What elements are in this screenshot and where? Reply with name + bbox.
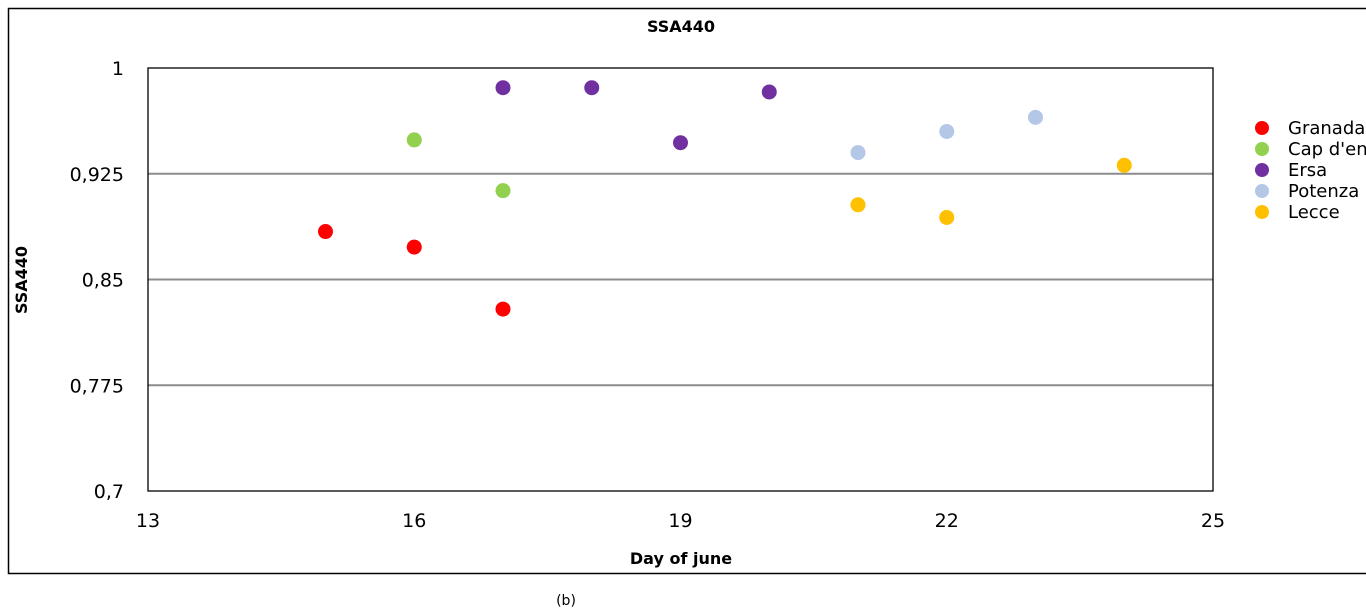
plot-area bbox=[147, 67, 1214, 492]
chart-border bbox=[7, 7, 1366, 575]
y-tick-label: 0,925 bbox=[70, 164, 124, 186]
legend-marker bbox=[1255, 142, 1269, 156]
y-tick-label: 0,775 bbox=[70, 375, 124, 397]
data-point bbox=[1116, 157, 1132, 173]
figure-caption: (b) bbox=[556, 593, 576, 609]
x-tick-label: 22 bbox=[935, 510, 959, 532]
x-tick-label: 13 bbox=[136, 510, 160, 532]
data-point bbox=[495, 301, 511, 317]
data-point bbox=[584, 80, 600, 96]
legend-label: Lecce bbox=[1288, 202, 1340, 223]
data-point bbox=[495, 183, 511, 199]
chart-title: SSA440 bbox=[647, 17, 715, 36]
x-tick-label: 19 bbox=[668, 510, 692, 532]
legend-label: Ersa bbox=[1288, 160, 1327, 181]
legend-label: Potenza bbox=[1288, 181, 1359, 202]
x-tick-label: 25 bbox=[1201, 510, 1225, 532]
data-point bbox=[850, 197, 866, 213]
data-point bbox=[406, 239, 422, 255]
legend-label: Cap d'en Font bbox=[1288, 139, 1366, 160]
x-axis-ticks: 13 16 19 22 25 bbox=[136, 510, 1225, 532]
legend-label: Granada bbox=[1288, 118, 1365, 139]
data-point bbox=[495, 80, 511, 96]
data-point bbox=[406, 132, 422, 148]
y-axis-ticks: 0,7 0,775 0,85 0,925 1 bbox=[70, 58, 124, 503]
data-point bbox=[318, 224, 333, 240]
data-point bbox=[673, 135, 688, 151]
x-axis-title: Day of june bbox=[630, 549, 732, 568]
y-tick-label: 1 bbox=[112, 58, 124, 80]
data-point bbox=[939, 209, 955, 225]
x-tick-label: 16 bbox=[402, 510, 426, 532]
data-points bbox=[318, 80, 1132, 317]
legend-marker bbox=[1255, 184, 1269, 198]
legend-marker bbox=[1255, 163, 1269, 177]
y-axis-title: SSA440 bbox=[12, 246, 31, 314]
legend-marker bbox=[1255, 205, 1269, 219]
data-point bbox=[850, 145, 866, 161]
data-point bbox=[761, 84, 777, 100]
data-point bbox=[939, 123, 955, 139]
y-tick-label: 0,85 bbox=[82, 270, 124, 292]
y-tick-label: 0,7 bbox=[94, 481, 124, 503]
legend-marker bbox=[1255, 121, 1269, 135]
data-point bbox=[1028, 109, 1043, 125]
gridlines bbox=[148, 172, 1213, 387]
